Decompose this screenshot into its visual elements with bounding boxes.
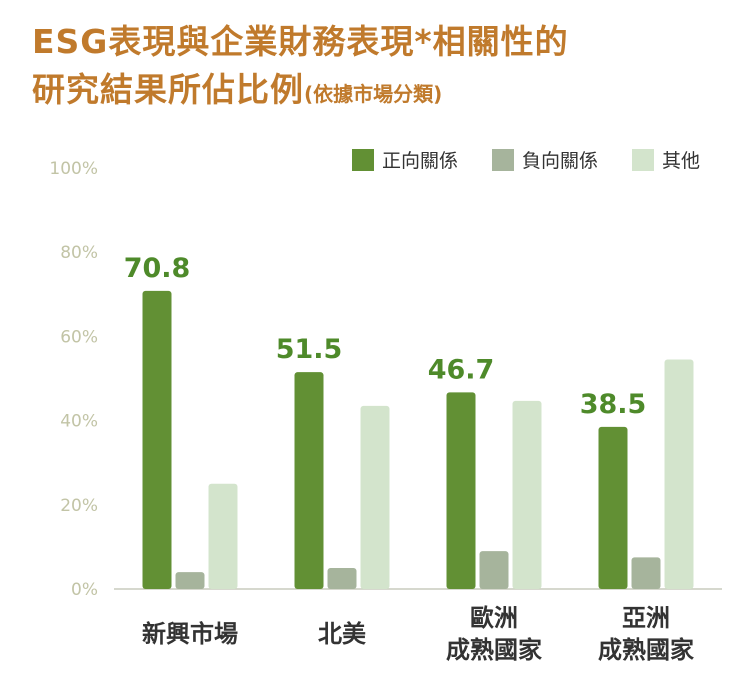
title-main-2: 研究結果所佔比例 xyxy=(32,70,304,109)
chart-title: ESG表現與企業財務表現*相關性的 研究結果所佔比例(依據市場分類) xyxy=(32,18,569,118)
x-category-label: 成熟國家 xyxy=(446,636,542,664)
data-label: 38.5 xyxy=(580,389,647,420)
data-label: 70.8 xyxy=(124,253,191,284)
x-category-label: 亞洲 xyxy=(622,604,670,632)
x-category-label: 新興市場 xyxy=(142,620,238,648)
title-subtitle: (依據市場分類) xyxy=(304,82,443,106)
legend-label-negative: 負向關係 xyxy=(521,150,598,172)
bar-negative xyxy=(327,567,357,589)
x-category-label: 歐洲 xyxy=(470,604,518,632)
legend-label-other: 其他 xyxy=(661,150,700,172)
title-line-1: ESG表現與企業財務表現*相關性的 xyxy=(32,22,569,61)
legend-item-negative: 負向關係 xyxy=(491,146,598,173)
legend-item-positive: 正向關係 xyxy=(351,146,458,173)
legend-swatch-positive xyxy=(351,148,374,171)
legend-swatch-negative xyxy=(491,148,514,171)
x-category-label: 北美 xyxy=(318,620,366,648)
bar-negative xyxy=(479,551,509,589)
legend-swatch-other xyxy=(631,148,654,171)
bar-other xyxy=(664,359,694,589)
y-tick-label: 80% xyxy=(60,243,98,263)
bar-positive xyxy=(446,392,476,589)
y-tick-label: 40% xyxy=(60,412,98,432)
bar-other xyxy=(360,405,390,589)
bar-positive xyxy=(294,372,324,589)
bar-negative xyxy=(631,557,661,589)
title-line-2: 研究結果所佔比例(依據市場分類) xyxy=(32,66,569,118)
legend-label-positive: 正向關係 xyxy=(381,150,458,172)
bar-negative xyxy=(175,572,205,589)
y-tick-label: 100% xyxy=(49,159,98,179)
y-tick-label: 0% xyxy=(71,580,98,600)
bar-other xyxy=(512,400,542,589)
data-label: 46.7 xyxy=(428,354,495,385)
bar-other xyxy=(208,483,238,589)
y-tick-label: 60% xyxy=(60,327,98,347)
bar-positive xyxy=(142,290,172,589)
data-label: 51.5 xyxy=(276,334,343,365)
legend-item-other: 其他 xyxy=(631,146,700,173)
x-category-label: 成熟國家 xyxy=(598,636,694,664)
chart-legend: 正向關係 負向關係 其他 xyxy=(351,146,700,173)
bar-positive xyxy=(598,426,628,589)
y-tick-label: 20% xyxy=(60,496,98,516)
